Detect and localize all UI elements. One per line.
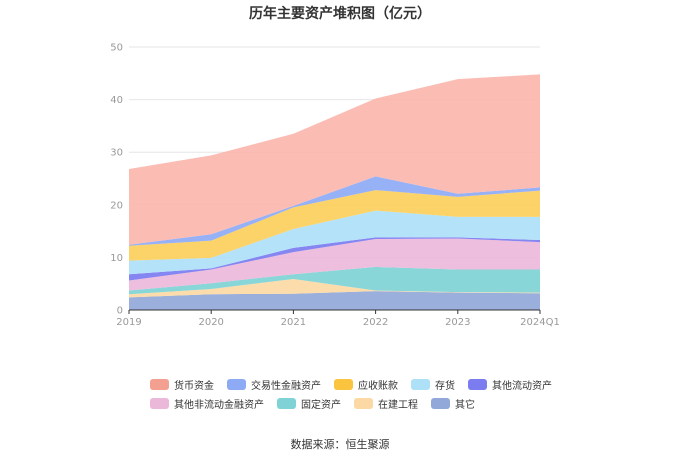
- legend-item[interactable]: 货币资金: [150, 378, 214, 392]
- data-source: 数据来源：恒生聚源: [290, 438, 390, 451]
- legend-item[interactable]: 交易性金融资产: [227, 378, 321, 392]
- legend-label: 固定资产: [301, 399, 341, 411]
- area-series-7: [129, 176, 540, 246]
- y-tick-label: 50: [110, 43, 123, 54]
- legend-label: 交易性金融资产: [251, 380, 321, 392]
- area-series-1: [129, 279, 540, 298]
- legend-swatch: [227, 378, 246, 390]
- legend: 货币资金 交易性金融资产 应收账款 存货 其他流动资产其他非流动金融资产 固定资产 在建工程…: [150, 378, 570, 411]
- legend-swatch: [468, 378, 487, 390]
- legend-swatch: [354, 397, 373, 409]
- y-tick-label: 30: [110, 148, 123, 159]
- legend-item[interactable]: 在建工程: [354, 397, 418, 411]
- y-tick-label: 0: [117, 306, 123, 317]
- legend-swatch: [150, 378, 169, 390]
- area-series-3: [129, 238, 540, 291]
- legend-swatch: [431, 397, 450, 409]
- legend-label: 其他流动资产: [492, 380, 552, 392]
- legend-label: 在建工程: [378, 399, 418, 411]
- legend-swatch: [411, 378, 430, 390]
- axes: 0 10 20 30 40 50 2019 2020 2021 2022 2023 2024Q1: [110, 43, 560, 329]
- legend-label: 其它: [455, 399, 475, 411]
- x-tick-label: 2021: [281, 317, 306, 328]
- area-series-5: [129, 210, 540, 275]
- legend-swatch: [334, 378, 353, 390]
- legend-swatch: [277, 397, 296, 409]
- area-series-6: [129, 190, 540, 261]
- y-tick-label: 10: [110, 253, 123, 264]
- legend-label: 货币资金: [174, 380, 214, 392]
- area-series-0: [129, 291, 540, 310]
- legend-label: 存货: [435, 380, 455, 392]
- legend-item[interactable]: 存货: [411, 378, 455, 392]
- x-tick-label: 2022: [363, 317, 388, 328]
- x-tick-label: 2024Q1: [520, 317, 560, 328]
- area-series-8: [129, 74, 540, 245]
- legend-item[interactable]: 应收账款: [334, 378, 398, 392]
- legend-item[interactable]: 其它: [431, 397, 475, 411]
- legend-label: 其他非流动金融资产: [174, 399, 264, 411]
- legend-item[interactable]: 其他非流动金融资产: [150, 397, 264, 411]
- legend-swatch: [150, 397, 169, 409]
- y-tick-label: 20: [110, 200, 123, 211]
- y-tick-label: 40: [110, 95, 123, 106]
- x-tick-label: 2020: [198, 317, 223, 328]
- x-tick-label: 2019: [116, 317, 141, 328]
- legend-item[interactable]: 固定资产: [277, 397, 341, 411]
- legend-label: 应收账款: [358, 380, 398, 392]
- area-series-2: [129, 266, 540, 295]
- area-series: [129, 74, 540, 310]
- legend-item[interactable]: 其他流动资产: [468, 378, 552, 392]
- chart-title: 历年主要资产堆积图（亿元）: [249, 6, 431, 22]
- x-tick-label: 2023: [445, 317, 470, 328]
